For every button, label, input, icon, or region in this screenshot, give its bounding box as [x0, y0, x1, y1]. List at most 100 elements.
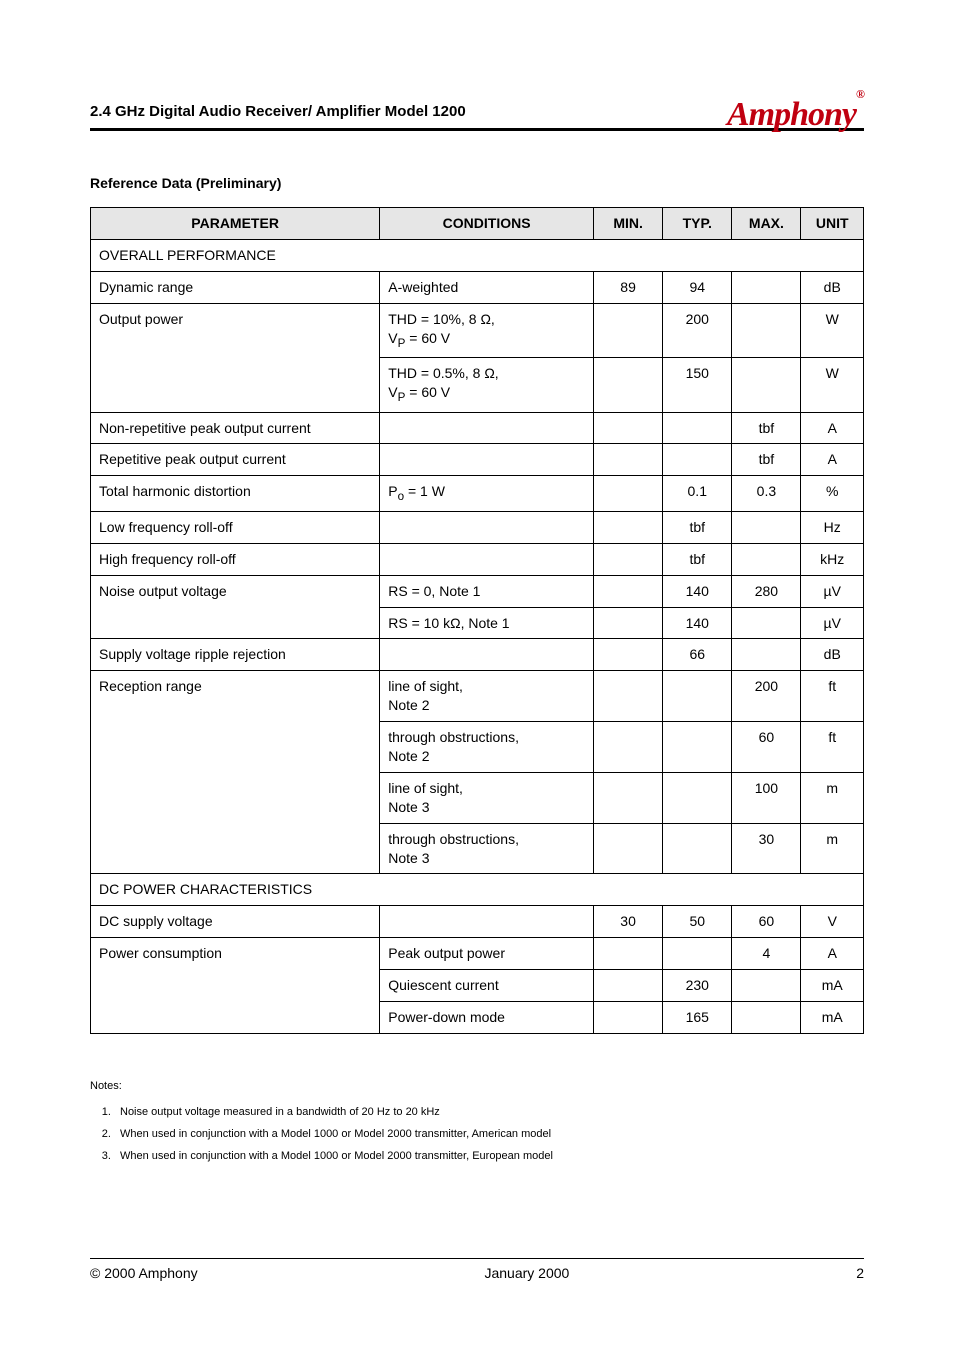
cell-unit: Hz	[801, 511, 864, 543]
table-row: Repetitive peak output current tbfA	[91, 444, 864, 476]
cell-typ	[663, 823, 732, 874]
table-row: Total harmonic distortionPo = 1 W0.10.3%	[91, 476, 864, 512]
cell-unit: µV	[801, 575, 864, 607]
cell-max	[732, 1002, 801, 1034]
cell-parameter: Repetitive peak output current	[91, 444, 380, 476]
notes-list: Noise output voltage measured in a bandw…	[90, 1106, 864, 1162]
cell-unit: A	[801, 444, 864, 476]
table-row: Output powerTHD = 10%, 8 Ω,VP = 60 V200W	[91, 303, 864, 357]
cell-max	[732, 358, 801, 412]
cell-parameter: DC supply voltage	[91, 906, 380, 938]
cell-conditions	[380, 543, 594, 575]
cell-max: 200	[732, 671, 801, 722]
cell-conditions	[380, 639, 594, 671]
cell-min: 30	[594, 906, 663, 938]
cell-conditions: RS = 10 kΩ, Note 1	[380, 607, 594, 639]
cell-unit: µV	[801, 607, 864, 639]
cell-parameter: Total harmonic distortion	[91, 476, 380, 512]
cell-min	[594, 303, 663, 357]
cell-parameter: Power consumption	[91, 938, 380, 970]
brand-logo-text: Amphony	[727, 96, 856, 133]
cell-min	[594, 511, 663, 543]
col-header-typ: TYP.	[663, 208, 732, 240]
table-row: line of sight,Note 3100m	[91, 772, 864, 823]
cell-typ	[663, 938, 732, 970]
section-title: Reference Data (Preliminary)	[90, 175, 864, 191]
cell-conditions: RS = 0, Note 1	[380, 575, 594, 607]
cell-conditions: line of sight,Note 2	[380, 671, 594, 722]
cell-conditions	[380, 511, 594, 543]
cell-parameter	[91, 358, 380, 412]
cell-unit: A	[801, 412, 864, 444]
col-header-unit: UNIT	[801, 208, 864, 240]
cell-max	[732, 271, 801, 303]
col-header-min: MIN.	[594, 208, 663, 240]
cell-unit: W	[801, 303, 864, 357]
cell-conditions: A-weighted	[380, 271, 594, 303]
cell-typ: 66	[663, 639, 732, 671]
table-row: through obstructions,Note 330m	[91, 823, 864, 874]
cell-conditions: through obstructions,Note 2	[380, 722, 594, 773]
cell-typ	[663, 671, 732, 722]
cell-unit: m	[801, 823, 864, 874]
cell-unit: dB	[801, 271, 864, 303]
cell-max: tbf	[732, 444, 801, 476]
table-row: Noise output voltageRS = 0, Note 1140280…	[91, 575, 864, 607]
cell-min	[594, 358, 663, 412]
cell-typ	[663, 772, 732, 823]
cell-min	[594, 772, 663, 823]
cell-typ: 200	[663, 303, 732, 357]
cell-typ: 150	[663, 358, 732, 412]
cell-conditions	[380, 906, 594, 938]
table-row: RS = 10 kΩ, Note 1140µV	[91, 607, 864, 639]
page-footer: © 2000 Amphony January 2000 2	[90, 1258, 864, 1281]
cell-max	[732, 639, 801, 671]
table-row: Power-down mode165mA	[91, 1002, 864, 1034]
cell-typ: tbf	[663, 511, 732, 543]
cell-typ: 94	[663, 271, 732, 303]
cell-max: 30	[732, 823, 801, 874]
table-row: Supply voltage ripple rejection 66 dB	[91, 639, 864, 671]
table-row: Low frequency roll-offtbfHz	[91, 511, 864, 543]
table-header-row: PARAMETER CONDITIONS MIN. TYP. MAX. UNIT	[91, 208, 864, 240]
table-row: Dynamic rangeA-weighted8994dB	[91, 271, 864, 303]
cell-unit: mA	[801, 970, 864, 1002]
cell-parameter: Supply voltage ripple rejection	[91, 639, 380, 671]
cell-max	[732, 543, 801, 575]
cell-typ: 50	[663, 906, 732, 938]
cell-conditions	[380, 412, 594, 444]
footer-page-number: 2	[856, 1265, 864, 1281]
cell-unit: dB	[801, 639, 864, 671]
page-header: 2.4 GHz Digital Audio Receiver/ Amplifie…	[90, 92, 864, 131]
table-section-row: OVERALL PERFORMANCE	[91, 239, 864, 271]
cell-unit: ft	[801, 722, 864, 773]
cell-parameter	[91, 823, 380, 874]
cell-max: 100	[732, 772, 801, 823]
cell-typ	[663, 722, 732, 773]
cell-parameter: Reception range	[91, 671, 380, 722]
cell-parameter	[91, 722, 380, 773]
cell-min	[594, 639, 663, 671]
note-item: When used in conjunction with a Model 10…	[114, 1150, 864, 1162]
cell-conditions: THD = 10%, 8 Ω,VP = 60 V	[380, 303, 594, 357]
cell-unit: ft	[801, 671, 864, 722]
table-row: Reception rangeline of sight,Note 2 200ft	[91, 671, 864, 722]
cell-min	[594, 938, 663, 970]
table-row: through obstructions,Note 260ft	[91, 722, 864, 773]
cell-unit: V	[801, 906, 864, 938]
cell-parameter	[91, 772, 380, 823]
cell-conditions: Quiescent current	[380, 970, 594, 1002]
cell-max	[732, 303, 801, 357]
cell-min	[594, 543, 663, 575]
table-section-title: DC POWER CHARACTERISTICS	[91, 874, 864, 906]
cell-min	[594, 607, 663, 639]
cell-conditions: line of sight,Note 3	[380, 772, 594, 823]
col-header-conditions: CONDITIONS	[380, 208, 594, 240]
cell-max	[732, 970, 801, 1002]
cell-unit: kHz	[801, 543, 864, 575]
registered-mark-icon: ®	[856, 87, 864, 101]
cell-parameter: Noise output voltage	[91, 575, 380, 607]
footer-copyright: © 2000 Amphony	[90, 1265, 198, 1281]
table-row: Quiescent current230mA	[91, 970, 864, 1002]
cell-parameter: Dynamic range	[91, 271, 380, 303]
